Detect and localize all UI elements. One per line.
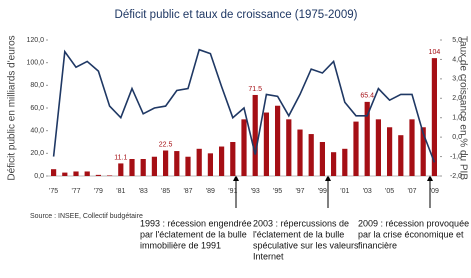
x-tick-label: '83	[139, 188, 148, 195]
chart-title: Déficit public et taux de croissance (19…	[115, 9, 358, 21]
x-tick-label: '81	[116, 188, 125, 195]
y2-tick-label: -1,0	[450, 153, 462, 160]
bar	[219, 146, 225, 176]
bar	[420, 127, 426, 176]
bar	[185, 156, 191, 176]
y2-tick-label: -2,0	[450, 173, 462, 180]
x-tick-label: '77	[71, 188, 80, 195]
annotation: 2003 : répercussions de	[253, 218, 349, 228]
x-tick-label: '07	[407, 188, 416, 195]
x-tick-label: '01	[340, 188, 349, 195]
y-tick-label: 40,0	[30, 128, 44, 135]
bar	[51, 169, 57, 176]
bar	[252, 94, 258, 176]
x-tick-label: '97	[295, 188, 304, 195]
y2-tick-label: 5,0	[452, 37, 462, 44]
bar	[207, 153, 213, 176]
y2-tick-label: 1,0	[452, 115, 462, 122]
bar	[398, 135, 404, 176]
y2-axis-title: Taux de croissance en % du PIB	[457, 36, 468, 180]
annotation: l'éclatement de la bulle	[253, 229, 344, 239]
y-tick-label: 100,0	[26, 60, 44, 67]
y-tick-label: 60,0	[30, 105, 44, 112]
bar	[73, 171, 79, 176]
x-tick-label: '99	[318, 188, 327, 195]
y2-tick-label: 3,0	[452, 76, 462, 83]
value-label: 65.4	[360, 93, 374, 100]
source: Source : INSEE, Collectif budgétaire	[30, 213, 143, 220]
x-tick-label: '91	[228, 188, 237, 195]
x-tick-label: '85	[161, 188, 170, 195]
x-tick-label: '03	[363, 188, 372, 195]
y-tick-label: 120,0	[26, 37, 44, 44]
bar	[409, 119, 415, 176]
value-label: 104	[429, 49, 441, 56]
bar	[297, 129, 303, 176]
annotation: 2009 : récession provoquée	[358, 218, 469, 228]
value-label: 22.5	[159, 141, 173, 148]
value-label: 11.1	[114, 154, 127, 161]
bar	[331, 152, 337, 176]
annotation: par l'éclatement de la bulle	[140, 229, 247, 239]
x-tick-label: '87	[183, 188, 192, 195]
bar	[129, 159, 135, 176]
bar	[196, 148, 202, 176]
bar	[263, 112, 269, 176]
x-tick-label: '75	[49, 188, 58, 195]
bar	[286, 119, 292, 176]
bar	[308, 134, 314, 176]
annotation: Internet	[253, 251, 284, 261]
bar	[342, 148, 348, 176]
annotation: 1993 : récession engendrée	[140, 218, 252, 228]
bar	[163, 150, 169, 176]
y2-tick-label: 0,0	[452, 134, 462, 141]
annotation: spéculative sur les valeurs	[253, 240, 359, 250]
y-tick-label: 80,0	[30, 82, 44, 89]
bar	[387, 127, 393, 176]
bar	[375, 119, 381, 176]
x-tick-label: '79	[94, 188, 103, 195]
value-label: 71.5	[248, 86, 262, 93]
x-tick-label: '05	[385, 188, 394, 195]
x-tick-label: '89	[206, 188, 215, 195]
bar	[62, 172, 68, 176]
y2-tick-label: 4,0	[452, 56, 462, 63]
bar	[107, 175, 113, 176]
annotation: immobilière de 1991	[140, 240, 221, 250]
x-tick-label: '93	[251, 188, 260, 195]
annotation: financière	[358, 240, 397, 250]
y-axis-title: Déficit public en milliards d'euros	[7, 35, 18, 180]
annotation: par la crise économique et	[358, 229, 464, 239]
y-tick-label: 0,0	[34, 173, 44, 180]
x-tick-label: '95	[273, 188, 282, 195]
bar	[241, 119, 247, 176]
bar	[275, 105, 281, 176]
bar	[140, 159, 146, 176]
bar	[151, 156, 157, 176]
bar	[174, 151, 180, 176]
x-tick-label: '09	[430, 188, 439, 195]
bar	[319, 142, 325, 176]
bar	[364, 101, 370, 176]
bar	[84, 171, 90, 176]
bar	[95, 174, 101, 176]
bar	[431, 58, 437, 177]
y2-tick-label: 2,0	[452, 95, 462, 102]
y-tick-label: 20,0	[30, 150, 44, 157]
line	[52, 48, 436, 163]
bar	[118, 163, 124, 176]
bar	[230, 142, 236, 176]
bar	[353, 121, 359, 176]
